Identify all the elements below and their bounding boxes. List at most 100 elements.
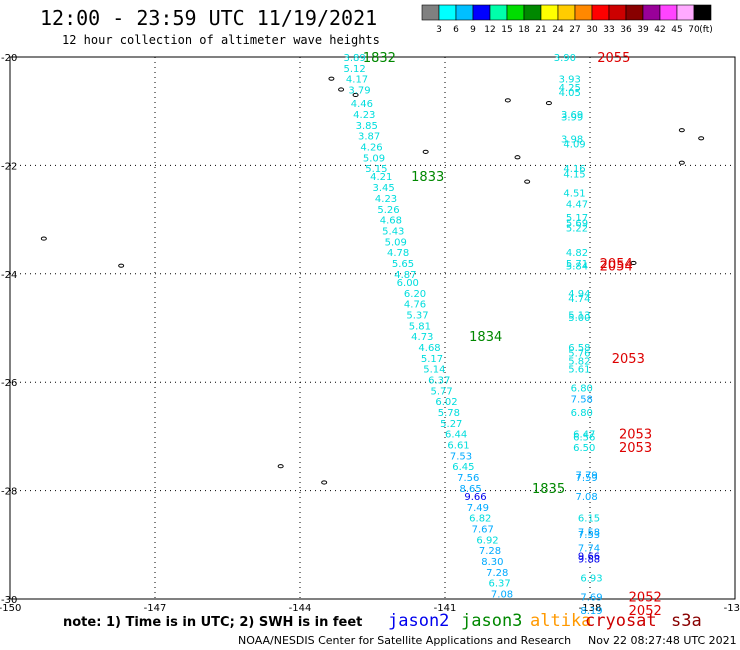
- colorbar-label: 6: [453, 25, 459, 35]
- island-outline: [338, 87, 345, 92]
- colorbar-swatch: [455, 4, 474, 21]
- pass-number-labels: 1832183318341835205520542054205320532053…: [363, 51, 662, 619]
- swh-value: 5.15: [365, 164, 387, 175]
- y-tick-label: -22: [1, 161, 17, 172]
- colorbar-label: 12: [484, 25, 495, 35]
- swh-value: 3.89: [344, 53, 366, 64]
- satellite-legend-entry: altika: [530, 611, 591, 631]
- chart-subtitle: 12 hour collection of altimeter wave hei…: [62, 33, 380, 47]
- pass-number: 2052: [629, 604, 662, 619]
- swh-value: 5.09: [385, 237, 407, 248]
- swh-value: 6.92: [476, 535, 498, 546]
- swh-value: 3.93: [559, 75, 581, 86]
- swh-value: 7.58: [578, 527, 600, 538]
- note-text: note: 1) Time is in UTC; 2) SWH is in fe…: [63, 615, 362, 630]
- colorbar-swatch: [540, 4, 559, 21]
- swh-value: 4.26: [360, 142, 382, 153]
- satellite-legend-entry: jason3: [461, 611, 522, 631]
- island-outline: [630, 260, 637, 266]
- swh-value: 5.78: [438, 408, 460, 419]
- swh-value: 6.15: [578, 514, 600, 525]
- colorbar-swatch: [523, 4, 542, 21]
- swh-value: 7.28: [479, 546, 501, 557]
- swh-value: 5.17: [566, 213, 588, 224]
- island-outline: [321, 480, 328, 485]
- colorbar-label: 18: [518, 25, 530, 35]
- swh-value: 7.79: [576, 470, 598, 481]
- y-tick-label: -20: [1, 53, 17, 64]
- islands: [40, 76, 705, 485]
- swh-value: 5.71: [566, 259, 588, 270]
- x-tick-label: -141: [434, 603, 457, 614]
- swh-value: 5.26: [377, 205, 399, 216]
- swh-value: 7.56: [457, 473, 479, 484]
- island-outline: [277, 464, 284, 469]
- swh-value: 6.00: [397, 278, 419, 289]
- island-outline: [698, 136, 705, 141]
- swh-value: 8.30: [481, 557, 503, 568]
- colorbar-swatch: [676, 4, 695, 21]
- island-outline: [514, 155, 521, 160]
- satellite-legend-entry: jason2: [388, 611, 449, 631]
- swh-value: 7.59: [576, 473, 598, 484]
- colorbar-swatch: [472, 4, 491, 21]
- y-tick-label: -28: [1, 487, 17, 498]
- pass-number: 2053: [619, 441, 652, 456]
- swh-value: 4.23: [353, 110, 375, 121]
- swh-value: 6.20: [404, 289, 426, 300]
- colorbar-swatch: [642, 4, 661, 21]
- swh-value: 5.81: [409, 321, 431, 332]
- swh-value: 3.45: [373, 183, 395, 194]
- swh-value: 4.68: [380, 216, 402, 227]
- swh-value: 6.37: [428, 375, 450, 386]
- swh-value: 4.25: [559, 83, 581, 94]
- y-tick-label: -24: [1, 270, 17, 281]
- colorbar-label: 15: [501, 25, 512, 35]
- swh-value: 5.17: [421, 354, 443, 365]
- pass-number: 1834: [469, 330, 502, 345]
- swh-value: 6.80: [571, 408, 593, 419]
- island-outline: [678, 128, 685, 133]
- island-outline: [352, 92, 359, 98]
- swh-value: 5.61: [568, 365, 590, 376]
- swh-value: 5.76: [568, 348, 590, 359]
- swh-value: 6.93: [580, 573, 602, 584]
- pass-number: 1832: [363, 51, 396, 66]
- swh-value: 4.15: [563, 170, 585, 181]
- swh-value: 7.67: [472, 525, 494, 536]
- swh-value: 4.87: [394, 270, 416, 281]
- colorbar-label: 42: [654, 25, 665, 35]
- colorbar-swatch: [659, 4, 678, 21]
- swh-value: 7.69: [580, 592, 602, 603]
- island-outline: [328, 76, 335, 81]
- swh-value: 5.65: [392, 259, 414, 270]
- pass-number: 2054: [600, 257, 633, 272]
- swh-value: 5.12: [344, 64, 366, 75]
- colorbar-label: 70: [688, 25, 700, 35]
- swh-value: 6.50: [573, 443, 595, 454]
- swh-value: 4.73: [411, 332, 433, 343]
- swh-value: 6.56: [573, 432, 595, 443]
- swh-value: 9.66: [464, 492, 486, 503]
- swh-value: 7.49: [467, 503, 489, 514]
- plot-frame: [9, 56, 736, 600]
- chart-title: 12:00 - 23:59 UTC 11/19/2021: [40, 6, 378, 30]
- swh-value: 6.37: [489, 579, 511, 590]
- swh-value: 5.22: [566, 224, 588, 235]
- colorbar-swatch: [557, 4, 576, 21]
- y-tick-label: -26: [1, 378, 17, 389]
- swh-value: 4.74: [568, 294, 590, 305]
- swh-value: 4.47: [566, 199, 588, 210]
- island-outline: [678, 160, 685, 165]
- pass-number: 2053: [612, 352, 645, 367]
- swh-value: 4.51: [563, 189, 585, 200]
- island-outline: [40, 236, 47, 241]
- colorbar-label: 9: [470, 25, 476, 35]
- island-outline: [504, 98, 511, 103]
- timestamp-text: Nov 22 08:27:48 UTC 2021: [588, 634, 737, 647]
- swh-value: 7.53: [578, 530, 600, 541]
- swh-value: 5.09: [363, 153, 385, 164]
- swh-value: 3.85: [356, 121, 378, 132]
- swh-value: 4.78: [387, 248, 409, 259]
- colorbar-label: 3: [436, 25, 442, 35]
